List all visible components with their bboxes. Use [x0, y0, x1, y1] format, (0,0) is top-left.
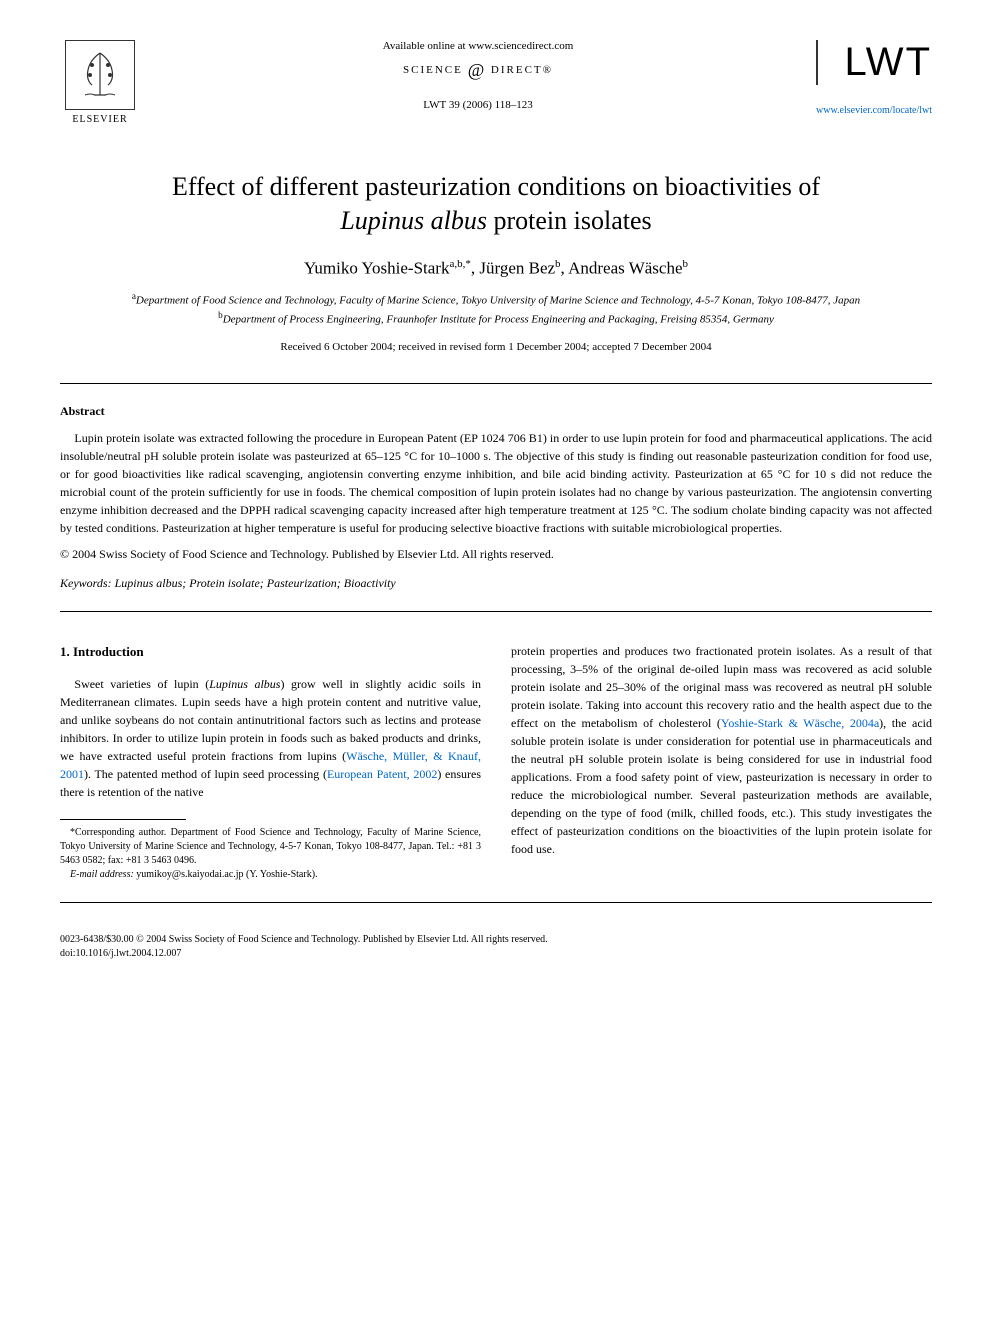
header-row: ELSEVIER Available online at www.science… [60, 40, 932, 130]
article-title: Effect of different pasteurization condi… [60, 170, 932, 238]
citation-patent[interactable]: European Patent, 2002 [327, 767, 437, 781]
affil-a: Department of Food Science and Technolog… [136, 295, 860, 307]
email-label: E-mail address: [70, 869, 134, 880]
science-direct-prefix: SCIENCE [403, 64, 463, 76]
abstract-copyright: © 2004 Swiss Society of Food Science and… [60, 547, 932, 562]
intro-text-6: ), the acid soluble protein isolate is u… [511, 716, 932, 856]
elsevier-tree-icon [65, 40, 135, 110]
keywords-label: Keywords: [60, 576, 112, 590]
footnote-divider [60, 819, 186, 820]
footer-doi: doi:10.1016/j.lwt.2004.12.007 [60, 947, 932, 961]
body-columns: 1. Introduction Sweet varieties of lupin… [60, 642, 932, 883]
intro-text-3: ). The patented method of lupin seed pro… [84, 767, 327, 781]
title-line2-rest: protein isolates [487, 206, 652, 235]
title-species-italic: Lupinus albus [340, 206, 487, 235]
column-right: protein properties and produces two frac… [511, 642, 932, 883]
abstract-body: Lupin protein isolate was extracted foll… [60, 431, 932, 535]
citation-yoshie[interactable]: Yoshie-Stark & Wäsche, 2004a [721, 716, 879, 730]
email-footnote: E-mail address: yumikoy@s.kaiyodai.ac.jp… [60, 868, 481, 882]
intro-species-italic: Lupinus albus [209, 677, 280, 691]
intro-text-1: Sweet varieties of lupin ( [74, 677, 209, 691]
divider-footer [60, 902, 932, 903]
affil-b: Department of Process Engineering, Fraun… [223, 314, 774, 326]
section-heading-intro: 1. Introduction [60, 642, 481, 662]
journal-reference: LWT 39 (2006) 118–123 [140, 99, 816, 111]
author-1: Yumiko Yoshie-Stark [304, 258, 449, 277]
lwt-logo-text: LWT [816, 40, 932, 85]
abstract-heading: Abstract [60, 404, 932, 419]
author-2: , Jürgen Bez [471, 258, 555, 277]
abstract-text: Lupin protein isolate was extracted foll… [60, 429, 932, 537]
email-address[interactable]: yumikoy@s.kaiyodai.ac.jp (Y. Yoshie-Star… [134, 869, 318, 880]
corresponding-footnote: *Corresponding author. Department of Foo… [60, 826, 481, 868]
keywords-line: Keywords: Lupinus albus; Protein isolate… [60, 576, 932, 591]
journal-url-link[interactable]: www.elsevier.com/locate/lwt [816, 105, 932, 116]
elsevier-text: ELSEVIER [72, 114, 127, 125]
author-3: , Andreas Wäsche [561, 258, 683, 277]
article-dates: Received 6 October 2004; received in rev… [60, 341, 932, 353]
column-left: 1. Introduction Sweet varieties of lupin… [60, 642, 481, 883]
title-line1: Effect of different pasteurization condi… [172, 172, 820, 201]
elsevier-logo: ELSEVIER [60, 40, 140, 130]
science-direct-suffix: DIRECT® [491, 64, 553, 76]
affiliations: aDepartment of Food Science and Technolo… [60, 290, 932, 328]
footer-block: 0023-6438/$30.00 © 2004 Swiss Society of… [60, 933, 932, 961]
keywords-text: Lupinus albus; Protein isolate; Pasteuri… [112, 576, 396, 590]
author-1-affil: a,b, [449, 258, 465, 270]
available-online-text: Available online at www.sciencedirect.co… [140, 40, 816, 52]
divider-top [60, 383, 932, 384]
divider-bottom [60, 611, 932, 612]
authors-line: Yumiko Yoshie-Starka,b,*, Jürgen Bezb, A… [60, 258, 932, 279]
intro-para-right: protein properties and produces two frac… [511, 642, 932, 858]
intro-para-left: Sweet varieties of lupin (Lupinus albus)… [60, 675, 481, 801]
center-header: Available online at www.sciencedirect.co… [140, 40, 816, 111]
science-direct-logo: SCIENCE @ DIRECT® [140, 60, 816, 81]
journal-logo-block: LWT www.elsevier.com/locate/lwt [816, 40, 932, 116]
footer-copyright: 0023-6438/$30.00 © 2004 Swiss Society of… [60, 933, 932, 947]
at-symbol-icon: @ [468, 60, 487, 80]
author-3-affil: b [683, 258, 689, 270]
